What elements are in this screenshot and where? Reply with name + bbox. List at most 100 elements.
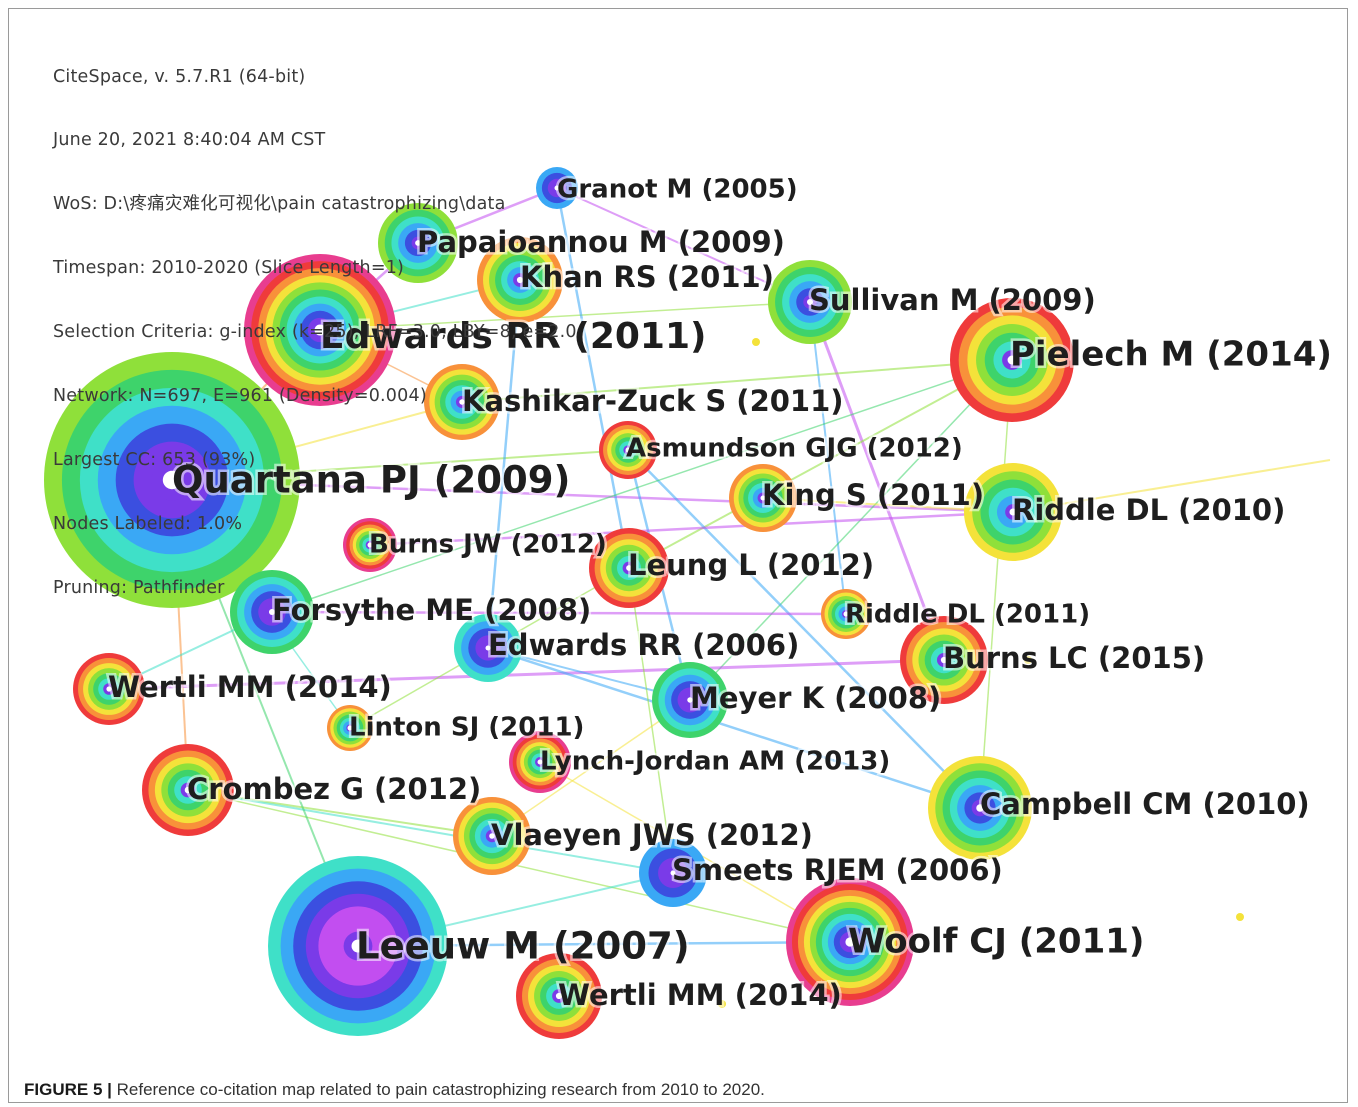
caption-label: FIGURE 5 | bbox=[24, 1080, 112, 1099]
citation-node bbox=[729, 464, 797, 532]
node-center bbox=[687, 697, 693, 703]
network-link bbox=[187, 789, 851, 943]
node-label: Khan RS (2011) bbox=[520, 260, 774, 294]
node-label: Burns LC (2015) bbox=[943, 641, 1205, 675]
node-center bbox=[489, 833, 495, 839]
network-link bbox=[369, 510, 1014, 547]
info-line-network: Network: N=697, E=961 (Density=0.004) bbox=[53, 386, 427, 407]
citation-node bbox=[343, 518, 397, 572]
citation-node bbox=[73, 653, 145, 725]
node-center bbox=[760, 495, 766, 501]
info-line-largest-cc: Largest CC: 653 (93%) bbox=[53, 449, 256, 470]
network-link bbox=[491, 699, 691, 837]
citation-node bbox=[509, 731, 571, 793]
node-center bbox=[485, 645, 491, 651]
citation-node bbox=[950, 298, 1074, 422]
network-link bbox=[555, 187, 631, 569]
info-line-timespan: Timespan: 2010-2020 (Slice Length=1) bbox=[53, 258, 405, 279]
node-label: Wertli MM (2014) bbox=[558, 978, 842, 1012]
node-label: Leung L (2012) bbox=[628, 548, 874, 582]
info-line-date: June 20, 2021 8:40:04 AM CST bbox=[53, 130, 326, 151]
node-center bbox=[670, 870, 676, 876]
citation-node bbox=[928, 756, 1032, 860]
node-center bbox=[843, 611, 849, 617]
network-link bbox=[628, 567, 674, 874]
node-label: Linton SJ (2011) bbox=[349, 713, 584, 743]
node-label: Pielech M (2014) bbox=[1010, 335, 1332, 375]
figure-caption: FIGURE 5 | Reference co-citation map rel… bbox=[24, 1080, 765, 1100]
info-line-pruning: Pruning: Pathfinder bbox=[53, 577, 225, 598]
network-link bbox=[319, 301, 811, 331]
node-center bbox=[184, 786, 192, 794]
network-link bbox=[628, 359, 1013, 569]
network-link bbox=[487, 646, 981, 810]
node-center bbox=[162, 470, 182, 490]
info-line-wos-path: WoS: D:\疼痛灾难化可视化\pain catastrophizing\da… bbox=[53, 194, 506, 215]
network-link bbox=[979, 359, 1013, 809]
caption-text: Reference co-citation map related to pai… bbox=[111, 1080, 765, 1099]
network-link bbox=[808, 301, 946, 661]
node-center bbox=[367, 542, 373, 548]
network-link bbox=[1012, 459, 1331, 513]
node-label: Wertli MM (2014) bbox=[108, 670, 392, 704]
node-label: Smeets RJEM (2006) bbox=[672, 853, 1003, 887]
network-labels: Quartana PJ (2009) Edwards RR (2011) Leeuw… bbox=[106, 172, 1335, 1015]
node-label: Edwards RR (2011) bbox=[320, 316, 706, 357]
node-label: Burns JW (2012) bbox=[369, 530, 607, 560]
citation-node bbox=[768, 260, 852, 344]
node-label: Papaioannou M (2009) bbox=[417, 225, 785, 259]
citation-node bbox=[268, 856, 448, 1036]
node-label: Kashikar-Zuck S (2011) bbox=[462, 384, 844, 418]
citation-node bbox=[142, 744, 234, 836]
minor-node-dot bbox=[718, 1000, 726, 1008]
node-label: Lynch-Jordan AM (2013) bbox=[540, 747, 890, 777]
info-line-selection-criteria: Selection Criteria: g-index (k=25), LRF=… bbox=[53, 322, 577, 343]
node-label: Quartana PJ (2009) bbox=[172, 459, 570, 502]
minor-node-dot bbox=[1236, 913, 1244, 921]
citation-node bbox=[477, 237, 563, 323]
node-label: Edwards RR (2006) bbox=[488, 628, 799, 662]
node-label: Asmundson GJG (2012) bbox=[626, 434, 963, 464]
node-center bbox=[268, 608, 276, 616]
node-center bbox=[555, 992, 563, 1000]
node-center bbox=[537, 759, 543, 765]
node-label: Leeuw M (2007) bbox=[356, 925, 690, 968]
citation-node bbox=[599, 421, 657, 479]
node-center bbox=[516, 276, 524, 284]
node-center bbox=[459, 399, 465, 405]
network-link bbox=[271, 359, 1013, 613]
node-center bbox=[351, 939, 365, 953]
citation-node bbox=[639, 839, 707, 907]
network-link bbox=[556, 187, 811, 303]
minor-node-dot bbox=[1024, 656, 1032, 664]
node-center bbox=[845, 937, 855, 947]
citation-node bbox=[516, 953, 602, 1039]
node-center bbox=[626, 565, 632, 571]
info-line-version: CiteSpace, v. 5.7.R1 (64-bit) bbox=[53, 66, 306, 87]
node-center bbox=[625, 447, 631, 453]
node-label: Meyer K (2008) bbox=[690, 681, 941, 715]
node-label: King S (2011) bbox=[762, 478, 984, 512]
citation-node bbox=[454, 614, 522, 682]
citation-node bbox=[536, 167, 578, 209]
network-link bbox=[271, 610, 847, 616]
citespace-info-panel: CiteSpace, v. 5.7.R1 (64-bit) June 20, 2… bbox=[53, 24, 577, 620]
citation-node bbox=[244, 254, 396, 406]
node-center bbox=[940, 656, 948, 664]
info-line-nodes-labeled: Nodes Labeled: 1.0% bbox=[53, 513, 243, 534]
node-center bbox=[554, 185, 560, 191]
node-label: Vlaeyen JWS (2012) bbox=[491, 818, 813, 852]
node-center bbox=[314, 324, 326, 336]
network-link bbox=[108, 658, 945, 691]
node-label: Woolf CJ (2011) bbox=[848, 922, 1144, 962]
citation-node bbox=[453, 797, 531, 875]
node-center bbox=[347, 725, 353, 731]
citation-node bbox=[786, 878, 914, 1006]
network-link bbox=[689, 359, 1013, 701]
node-center bbox=[415, 240, 421, 246]
citation-node bbox=[589, 528, 669, 608]
citation-node bbox=[378, 203, 458, 283]
citation-node bbox=[900, 616, 988, 704]
node-label: Crombez G (2012) bbox=[187, 772, 481, 806]
